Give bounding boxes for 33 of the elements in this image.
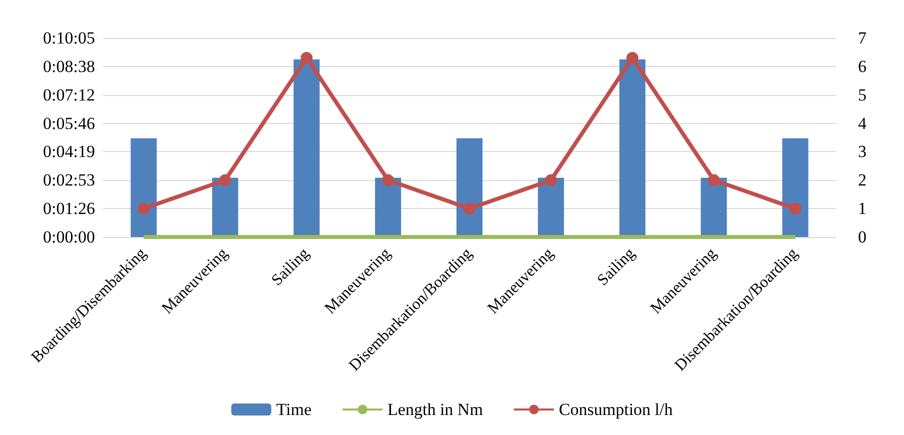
- point: [789, 202, 802, 215]
- point: [708, 174, 720, 186]
- y2-tick-label: 4: [858, 114, 867, 133]
- bar: [130, 138, 157, 237]
- y2-tick-label: 3: [858, 142, 866, 162]
- y2-tick-label: 0: [858, 228, 866, 246]
- bar: [619, 59, 646, 237]
- y-tick-label: 0:04:19: [43, 142, 95, 162]
- bar: [456, 138, 483, 237]
- y-tick-label: 0:07:12: [43, 85, 95, 104]
- y-tick-label: 0:01:26: [43, 199, 95, 218]
- point: [626, 52, 638, 64]
- point: [219, 174, 232, 186]
- point: [464, 202, 476, 215]
- y2-tick-label: 2: [858, 170, 866, 190]
- y-tick-label: 0:00:00: [43, 228, 95, 246]
- y2-tick-label: 5: [858, 85, 866, 104]
- legend-label: Consumption l/h: [558, 400, 674, 419]
- point: [138, 202, 150, 215]
- legend-label: Time: [276, 400, 312, 419]
- point: [382, 174, 394, 186]
- bar: [294, 59, 320, 237]
- y-tick-label: 0:05:46: [43, 114, 95, 133]
- y2-tick-label: 1: [858, 199, 866, 218]
- y-tick-label: 0:02:53: [43, 170, 95, 190]
- y2-tick-label: 7: [858, 28, 867, 48]
- legend-label: Length in Nm: [388, 400, 483, 419]
- y2-tick-label: 6: [858, 56, 866, 76]
- y-tick-label: 0:10:05: [43, 28, 95, 48]
- bar: [782, 138, 808, 237]
- point: [544, 174, 557, 186]
- y-tick-label: 0:08:38: [43, 56, 95, 76]
- point: [300, 52, 313, 64]
